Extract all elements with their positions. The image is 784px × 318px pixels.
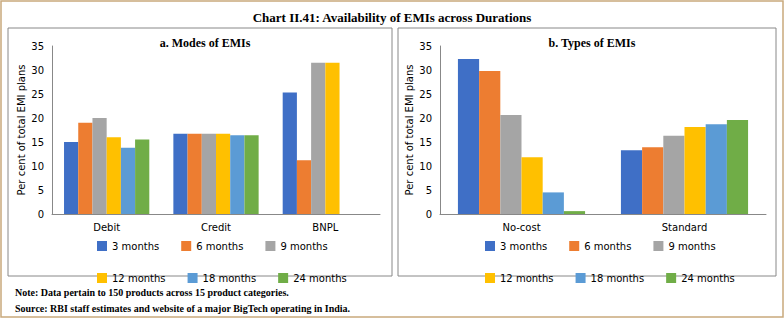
svg-text:BNPL: BNPL (312, 222, 338, 233)
svg-text:a. Modes of EMIs: a. Modes of EMIs (160, 36, 251, 50)
svg-text:Standard: Standard (662, 222, 708, 233)
svg-text:9 months: 9 months (668, 241, 715, 252)
svg-text:25: 25 (419, 89, 432, 100)
svg-text:Credit: Credit (201, 222, 231, 233)
svg-text:No-cost: No-cost (502, 222, 540, 233)
svg-text:Per cent of total EMI plans: Per cent of total EMI plans (404, 65, 415, 196)
svg-text:Data pertain to 150 products a: Data pertain to 150 products across 15 p… (38, 287, 289, 298)
svg-text:24 months: 24 months (293, 273, 347, 284)
svg-text:30: 30 (31, 65, 44, 76)
svg-text:12 months: 12 months (112, 273, 166, 284)
svg-text:35: 35 (31, 41, 44, 52)
svg-text:15: 15 (419, 137, 432, 148)
svg-text:10: 10 (419, 161, 432, 172)
svg-text:24 months: 24 months (681, 273, 735, 284)
svg-text:6 months: 6 months (196, 241, 243, 252)
svg-text:Source:: Source: (15, 303, 48, 314)
svg-text:RBI staff estimates and websit: RBI staff estimates and website of a maj… (48, 303, 351, 314)
svg-text:25: 25 (31, 89, 44, 100)
svg-text:5: 5 (38, 185, 44, 196)
svg-text:30: 30 (419, 65, 432, 76)
svg-text:15: 15 (31, 137, 44, 148)
svg-text:10: 10 (31, 161, 44, 172)
svg-text:Note:: Note: (15, 287, 38, 298)
svg-text:Debit: Debit (93, 222, 120, 233)
svg-text:0: 0 (38, 209, 44, 220)
svg-text:0: 0 (426, 209, 432, 220)
svg-text:6 months: 6 months (584, 241, 631, 252)
svg-text:3 months: 3 months (112, 241, 159, 252)
svg-text:b. Types of EMIs: b. Types of EMIs (549, 36, 636, 50)
svg-text:Per cent of total EMI plans: Per cent of total EMI plans (16, 65, 27, 196)
svg-text:3 months: 3 months (500, 241, 547, 252)
svg-text:20: 20 (31, 113, 44, 124)
svg-text:9 months: 9 months (280, 241, 327, 252)
svg-text:20: 20 (419, 113, 432, 124)
svg-text:18 months: 18 months (203, 273, 257, 284)
svg-text:5: 5 (426, 185, 432, 196)
svg-text:35: 35 (419, 41, 432, 52)
svg-text:12 months: 12 months (500, 273, 554, 284)
svg-text:18 months: 18 months (591, 273, 645, 284)
svg-text:Chart II.41: Availability of E: Chart II.41: Availability of EMIs across… (253, 10, 532, 25)
